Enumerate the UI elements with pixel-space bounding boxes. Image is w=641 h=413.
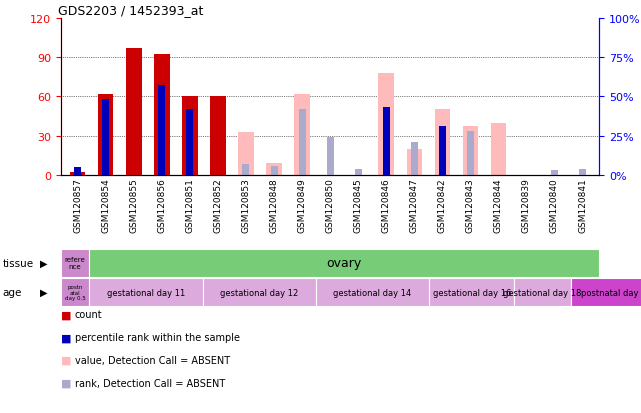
Bar (467, 132, 474, 176)
Text: GDS2203 / 1452393_at: GDS2203 / 1452393_at (58, 5, 204, 17)
Bar (383, 108, 390, 176)
Text: count: count (75, 310, 103, 320)
Text: GSM120854: GSM120854 (101, 178, 110, 232)
Bar (551, 171, 558, 176)
Bar (210, 97, 226, 176)
Bar (571, 278, 641, 306)
Bar (429, 278, 514, 306)
Bar (89, 278, 203, 306)
Text: GSM120852: GSM120852 (213, 178, 222, 232)
Bar (406, 150, 422, 176)
Bar (242, 164, 249, 176)
Bar (490, 123, 506, 176)
Text: tissue: tissue (3, 258, 34, 268)
Text: percentile rank within the sample: percentile rank within the sample (75, 332, 240, 342)
Text: GSM120845: GSM120845 (354, 178, 363, 232)
Bar (271, 166, 278, 176)
Bar (126, 49, 142, 176)
Bar (316, 278, 429, 306)
Bar (61, 249, 89, 277)
Text: gestational day 18: gestational day 18 (503, 288, 582, 297)
Bar (463, 127, 478, 176)
Text: GSM120840: GSM120840 (550, 178, 559, 232)
Text: GSM120851: GSM120851 (185, 178, 194, 233)
Bar (154, 55, 170, 176)
Bar (74, 169, 81, 176)
Bar (98, 95, 113, 176)
Bar (579, 169, 586, 176)
Text: GSM120853: GSM120853 (242, 178, 251, 233)
Text: postnatal day 2: postnatal day 2 (581, 288, 641, 297)
Bar (203, 278, 316, 306)
Bar (435, 110, 450, 176)
Text: ovary: ovary (327, 256, 362, 270)
Text: gestational day 16: gestational day 16 (433, 288, 511, 297)
Bar (439, 127, 445, 176)
Bar (74, 168, 81, 176)
Text: gestational day 14: gestational day 14 (333, 288, 412, 297)
Text: GSM120849: GSM120849 (297, 178, 306, 232)
Text: refere
nce: refere nce (65, 256, 85, 270)
Text: age: age (3, 287, 22, 297)
Text: postn
atal
day 0.5: postn atal day 0.5 (65, 284, 85, 301)
Bar (514, 278, 571, 306)
Text: gestational day 11: gestational day 11 (107, 288, 185, 297)
Text: ▶: ▶ (40, 258, 48, 268)
Bar (411, 142, 418, 176)
Bar (158, 86, 165, 176)
Text: ■: ■ (61, 378, 71, 388)
Bar (266, 164, 282, 176)
Bar (187, 109, 194, 176)
Text: ■: ■ (61, 332, 71, 342)
Text: gestational day 12: gestational day 12 (220, 288, 299, 297)
Text: GSM120857: GSM120857 (73, 178, 82, 233)
Bar (154, 172, 170, 176)
Text: rank, Detection Call = ABSENT: rank, Detection Call = ABSENT (75, 378, 225, 388)
Bar (182, 97, 197, 176)
Text: GSM120847: GSM120847 (410, 178, 419, 232)
Bar (327, 138, 333, 176)
Text: GSM120843: GSM120843 (466, 178, 475, 232)
Text: GSM120850: GSM120850 (326, 178, 335, 233)
Text: value, Detection Call = ABSENT: value, Detection Call = ABSENT (75, 355, 230, 365)
Text: GSM120842: GSM120842 (438, 178, 447, 232)
Bar (238, 133, 254, 176)
Text: GSM120844: GSM120844 (494, 178, 503, 232)
Bar (378, 74, 394, 176)
Text: GSM120856: GSM120856 (157, 178, 167, 233)
Text: GSM120839: GSM120839 (522, 178, 531, 233)
Text: GSM120841: GSM120841 (578, 178, 587, 232)
Bar (61, 278, 89, 306)
Bar (70, 173, 85, 176)
Bar (299, 109, 306, 176)
Text: ■: ■ (61, 355, 71, 365)
Bar (294, 95, 310, 176)
Bar (354, 169, 362, 176)
Text: ■: ■ (61, 310, 71, 320)
Text: ▶: ▶ (40, 287, 48, 297)
Text: GSM120848: GSM120848 (269, 178, 279, 232)
Text: GSM120855: GSM120855 (129, 178, 138, 233)
Text: GSM120846: GSM120846 (381, 178, 391, 232)
Bar (103, 100, 109, 176)
